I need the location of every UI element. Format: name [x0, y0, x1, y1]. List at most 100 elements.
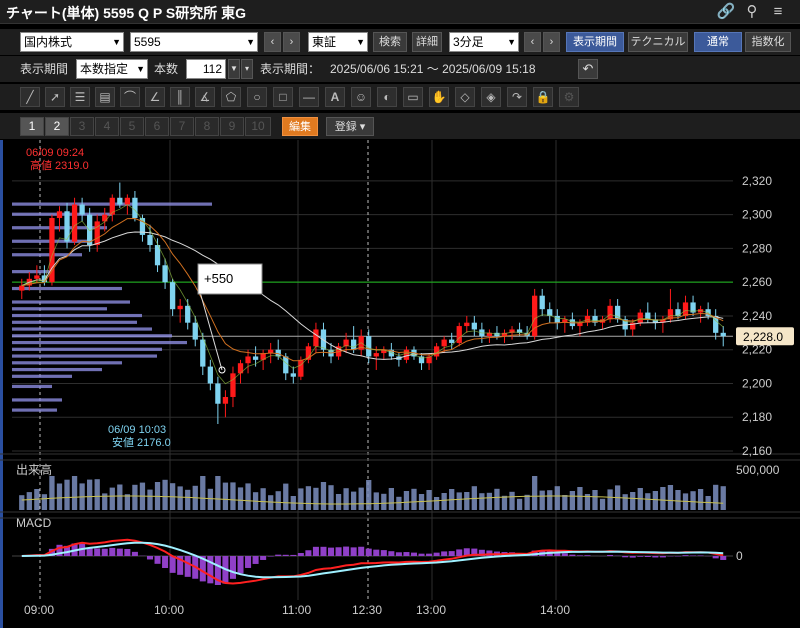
time-tick-label: 12:30	[352, 603, 382, 617]
volume-bar	[456, 492, 462, 510]
gann-fan-icon[interactable]: ∠	[145, 87, 165, 107]
candle-body	[660, 319, 666, 323]
volume-bar	[396, 496, 402, 510]
volume-bar	[690, 491, 696, 510]
symbol-input[interactable]: 5595 ▼	[130, 32, 258, 52]
horizontal-line-icon[interactable]: —	[299, 87, 319, 107]
rectangle-icon[interactable]: □	[273, 87, 293, 107]
settings-icon[interactable]: ⚙	[559, 87, 579, 107]
macd-histogram-bar	[720, 556, 727, 560]
moving-averages	[21, 204, 724, 385]
slot-tab-1[interactable]: 1	[20, 117, 44, 136]
slot-tab-3[interactable]: 3	[70, 117, 94, 136]
macd-histogram-bar	[448, 551, 455, 556]
left-edge-bar	[0, 140, 3, 628]
reset-range-icon[interactable]: ↶	[578, 59, 598, 79]
color-palette-icon[interactable]: ◐	[377, 87, 397, 107]
normal-mode-button[interactable]: 通常	[694, 32, 742, 52]
macd-histogram-bar	[373, 549, 380, 556]
next-symbol-button[interactable]: ›	[283, 32, 300, 52]
prev-symbol-button[interactable]: ‹	[264, 32, 281, 52]
price-chart[interactable]: 2,320 2,300 2,280 2,260 2,240 2,220 2,200 2,180…	[0, 140, 800, 628]
slot-tab-8[interactable]: 8	[195, 117, 219, 136]
slot-tab-10[interactable]: 10	[245, 117, 271, 136]
macd-panel	[12, 538, 733, 586]
volume-bar	[584, 494, 591, 510]
title-bar: チャート(単体) 5595 Q P S研究所 東G 🔗 ⚲ ≡	[0, 0, 800, 24]
pentagon-icon[interactable]: ⬠	[221, 87, 241, 107]
candle-body	[19, 285, 25, 291]
count-input[interactable]: 112	[186, 59, 226, 79]
exchange-select[interactable]: 東証 ▼	[308, 32, 368, 52]
macd-histogram-bar	[433, 552, 440, 556]
time-tick-label: 14:00	[540, 603, 570, 617]
macd-histogram-bar	[652, 556, 659, 558]
index-mode-button[interactable]: 指数化	[745, 32, 791, 52]
volume-bar	[335, 494, 342, 510]
undo-icon[interactable]: ↷	[507, 87, 527, 107]
delete-icon[interactable]: ◇	[455, 87, 475, 107]
price-tick-label: 2,180	[742, 410, 772, 424]
market-type-select[interactable]: 国内株式 ▼	[20, 32, 124, 52]
prev-interval-button[interactable]: ‹	[524, 32, 541, 52]
vertical-lines-icon[interactable]: ║	[170, 87, 190, 107]
macd-histogram-bar	[441, 551, 448, 556]
macd-histogram-bar	[116, 548, 123, 556]
moving-average-line	[21, 231, 724, 360]
interval-select[interactable]: 3分足 ▼	[449, 32, 519, 52]
volume-bar	[562, 495, 568, 510]
macd-histogram-bar	[388, 551, 395, 556]
fibonacci-arc-icon[interactable]: ⌒	[120, 87, 140, 107]
count-stepper-down[interactable]: ▼	[228, 59, 240, 79]
macd-histogram-bar	[576, 555, 583, 556]
volume-profile-bar	[12, 384, 52, 389]
edit-button[interactable]: 編集	[282, 117, 318, 136]
candle-body	[351, 339, 357, 350]
range-label: 表示期間：	[260, 62, 321, 76]
macd-histogram-bar	[697, 555, 704, 556]
icon-stamp-icon[interactable]: ☺	[351, 87, 371, 107]
eraser-icon[interactable]: ▭	[403, 87, 423, 107]
display-period-button[interactable]: 表示期間	[566, 32, 624, 52]
text-icon[interactable]: A	[325, 87, 345, 107]
candle-body	[177, 305, 183, 310]
slot-tab-6[interactable]: 6	[145, 117, 169, 136]
volume-bar	[713, 484, 719, 510]
menu-icon[interactable]: ≡	[773, 3, 783, 20]
slot-tab-9[interactable]: 9	[220, 117, 244, 136]
search-button[interactable]: 検索	[373, 32, 407, 52]
macd-histogram-bar	[297, 553, 304, 556]
link-icon[interactable]: 🔗	[716, 3, 736, 20]
candle-body	[162, 265, 168, 283]
search-icon[interactable]: ⚲	[746, 3, 758, 20]
period-mode-select[interactable]: 本数指定 ▼	[76, 59, 148, 79]
slot-tab-7[interactable]: 7	[170, 117, 194, 136]
ray-icon[interactable]: ➚	[45, 87, 65, 107]
volume-bar	[351, 491, 357, 510]
volume-profile-bar	[12, 313, 142, 318]
horizontal-lines-icon[interactable]: ☰	[70, 87, 90, 107]
trendline-icon[interactable]: ╱	[20, 87, 40, 107]
volume-bar	[592, 490, 598, 510]
channel-icon[interactable]: ▤	[95, 87, 115, 107]
volume-bar	[388, 488, 394, 510]
lock-icon[interactable]: 🔒	[533, 87, 553, 107]
hand-icon[interactable]: ✋	[429, 87, 449, 107]
slot-tab-2[interactable]: 2	[45, 117, 69, 136]
speed-lines-icon[interactable]: ∡	[195, 87, 215, 107]
time-tick-label: 13:00	[416, 603, 446, 617]
register-button[interactable]: 登録 ▾	[326, 117, 374, 136]
detail-button[interactable]: 詳細	[412, 32, 442, 52]
delete-all-icon[interactable]: ◈	[481, 87, 501, 107]
next-interval-button[interactable]: ›	[543, 32, 560, 52]
slot-tab-4[interactable]: 4	[95, 117, 119, 136]
volume-bar	[64, 479, 70, 510]
circle-icon[interactable]: ○	[247, 87, 267, 107]
candle-body	[486, 332, 493, 337]
slot-tab-5[interactable]: 5	[120, 117, 144, 136]
volume-panel-label: 出来高	[16, 462, 52, 477]
candle-body	[366, 336, 372, 357]
candle-body	[554, 315, 560, 323]
count-stepper-menu[interactable]: ▾	[241, 59, 253, 79]
technical-button[interactable]: テクニカル	[628, 32, 688, 52]
